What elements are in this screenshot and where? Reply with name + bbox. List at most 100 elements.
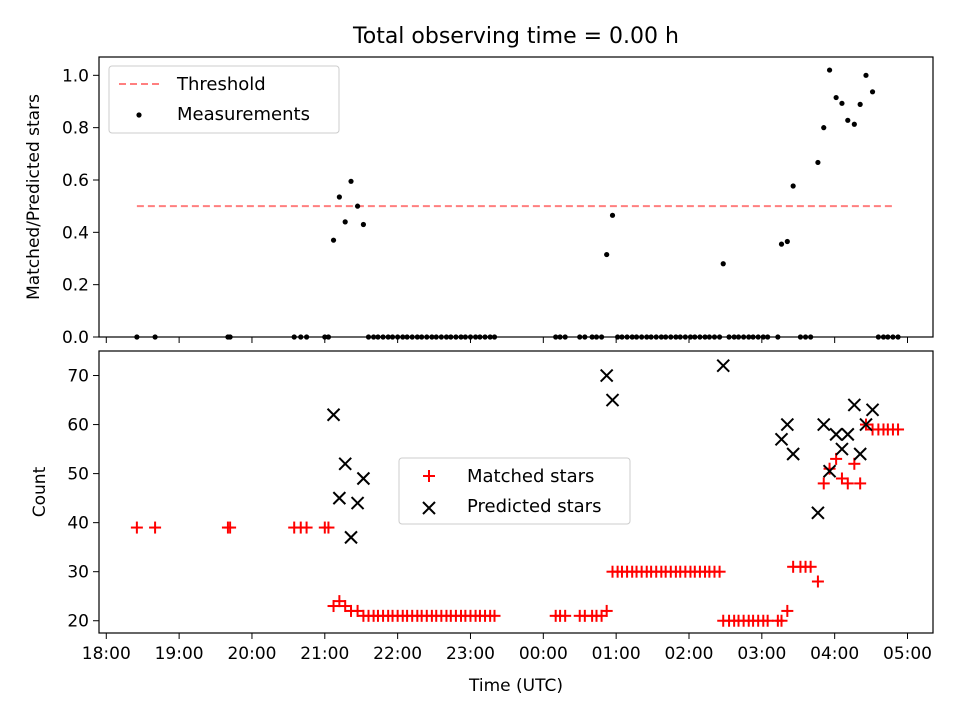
count-plot-frame [98,350,934,634]
count-legend-box [398,457,631,525]
measurement-point [875,334,881,340]
measurement-point [482,334,488,340]
predicted-stars-point [774,432,789,446]
count-y-tick-label: 40 [67,514,89,534]
legend-measurements-label: Measurements [177,104,310,125]
measurement-point [687,334,694,340]
count-y-tick-label: 20 [67,612,89,632]
measurement-point [802,334,809,340]
count-x-axis: 18:00 19:00 20:00 21:00 22:00 23:00 00:00 01:00… [82,633,932,664]
measurement-point [702,334,708,340]
measurement-point [438,334,444,340]
measurement-point [784,238,790,245]
matched-stars-point [149,521,162,534]
measurement-point [731,334,737,340]
legend-predicted-label: Predicted stars [467,496,601,517]
measurement-point [797,334,804,340]
measurement-point [389,334,396,340]
measurement-point [429,334,435,340]
x-tick-label: 23:00 [446,644,495,664]
measurement-point [577,334,583,340]
x-tick-label: 05:00 [883,644,932,664]
measurement-point [342,219,348,225]
ratio-panel: 0.0 0.2 0.4 0.6 0.8 1.0 Matched/Predicted sta… [24,56,934,348]
matched-stars-point [781,604,794,617]
count-y-axis-label: Count [30,466,50,517]
measurement-point [697,334,703,340]
measurement-point [857,101,863,107]
ratio-y-tick-label: 0.4 [62,223,89,243]
measurement-point [619,334,625,340]
measurement-point [291,334,297,340]
measurement-point [462,334,468,340]
predicted-stars-point [822,464,837,478]
predicted-stars-point [716,359,730,373]
measurement-point [589,334,595,340]
measurement-point [443,334,450,340]
count-y-tick-label: 70 [67,367,89,387]
matched-stars-point [811,575,824,588]
measurement-point [648,334,654,340]
measurement-point [765,334,771,340]
measurement-point [633,334,640,340]
matched-stars-point [488,609,501,622]
measurement-point [477,334,483,340]
ratio-legend: Threshold Measurements [108,65,340,134]
matched-stars-point [804,560,817,573]
measurement-point [609,212,616,218]
matched-stars-point [823,462,836,475]
ratio-y-tick-label: 0.8 [62,119,89,139]
ratio-y-tick-label: 0.6 [62,171,89,191]
ratio-y-tick-label: 0.0 [62,328,89,348]
measurement-point [775,334,781,340]
measurement-point [692,334,698,340]
measurement-point [348,178,354,184]
measurement-point [472,334,479,340]
measurement-point [615,334,621,340]
measurement-point [839,100,845,106]
measurement-point [790,183,796,189]
matched-stars-point [892,423,905,436]
measurement-point [354,203,361,209]
measurement-point [365,334,372,340]
count-y-tick-label: 30 [67,563,89,583]
measurement-point [815,159,821,166]
measurement-point [360,221,367,228]
ratio-plot-marks [134,67,901,340]
measurement-point [593,334,600,340]
measurement-point [227,334,233,340]
measurement-point [298,334,304,340]
measurement-point [673,334,679,340]
measurement-point [404,334,410,340]
measurement-point [624,334,630,340]
measurement-point [746,334,752,340]
measurement-point [134,334,140,340]
measurement-point [424,334,430,340]
ratio-y-tick-label: 0.2 [62,276,89,296]
predicted-stars-point [599,368,614,383]
predicted-stars-point [811,506,825,520]
measurement-point [895,334,901,340]
matched-stars-point [300,521,313,534]
x-axis-label: Time (UTC) [468,676,563,696]
measurement-point [821,125,827,131]
x-tick-label: 03:00 [737,644,786,664]
matched-stars-point [224,521,237,534]
matched-stars-point [600,604,613,617]
legend-matched-label: Matched stars [467,466,594,487]
legend-matched-swatch [423,470,435,482]
measurement-point [716,334,723,340]
measurement-point [400,334,406,340]
ratio-legend-box [108,65,340,134]
count-legend: Matched stars Predicted stars [398,457,631,525]
predicted-stars-point [829,427,843,442]
legend-threshold-label: Threshold [176,74,266,95]
measurement-point [639,334,645,340]
measurement-point [653,334,659,340]
measurement-point [869,89,876,95]
predicted-stars-point [786,447,800,461]
measurement-point [720,261,726,267]
predicted-stars-point [605,393,620,407]
measurement-point [711,334,718,340]
ratio-plot-frame [98,56,934,338]
